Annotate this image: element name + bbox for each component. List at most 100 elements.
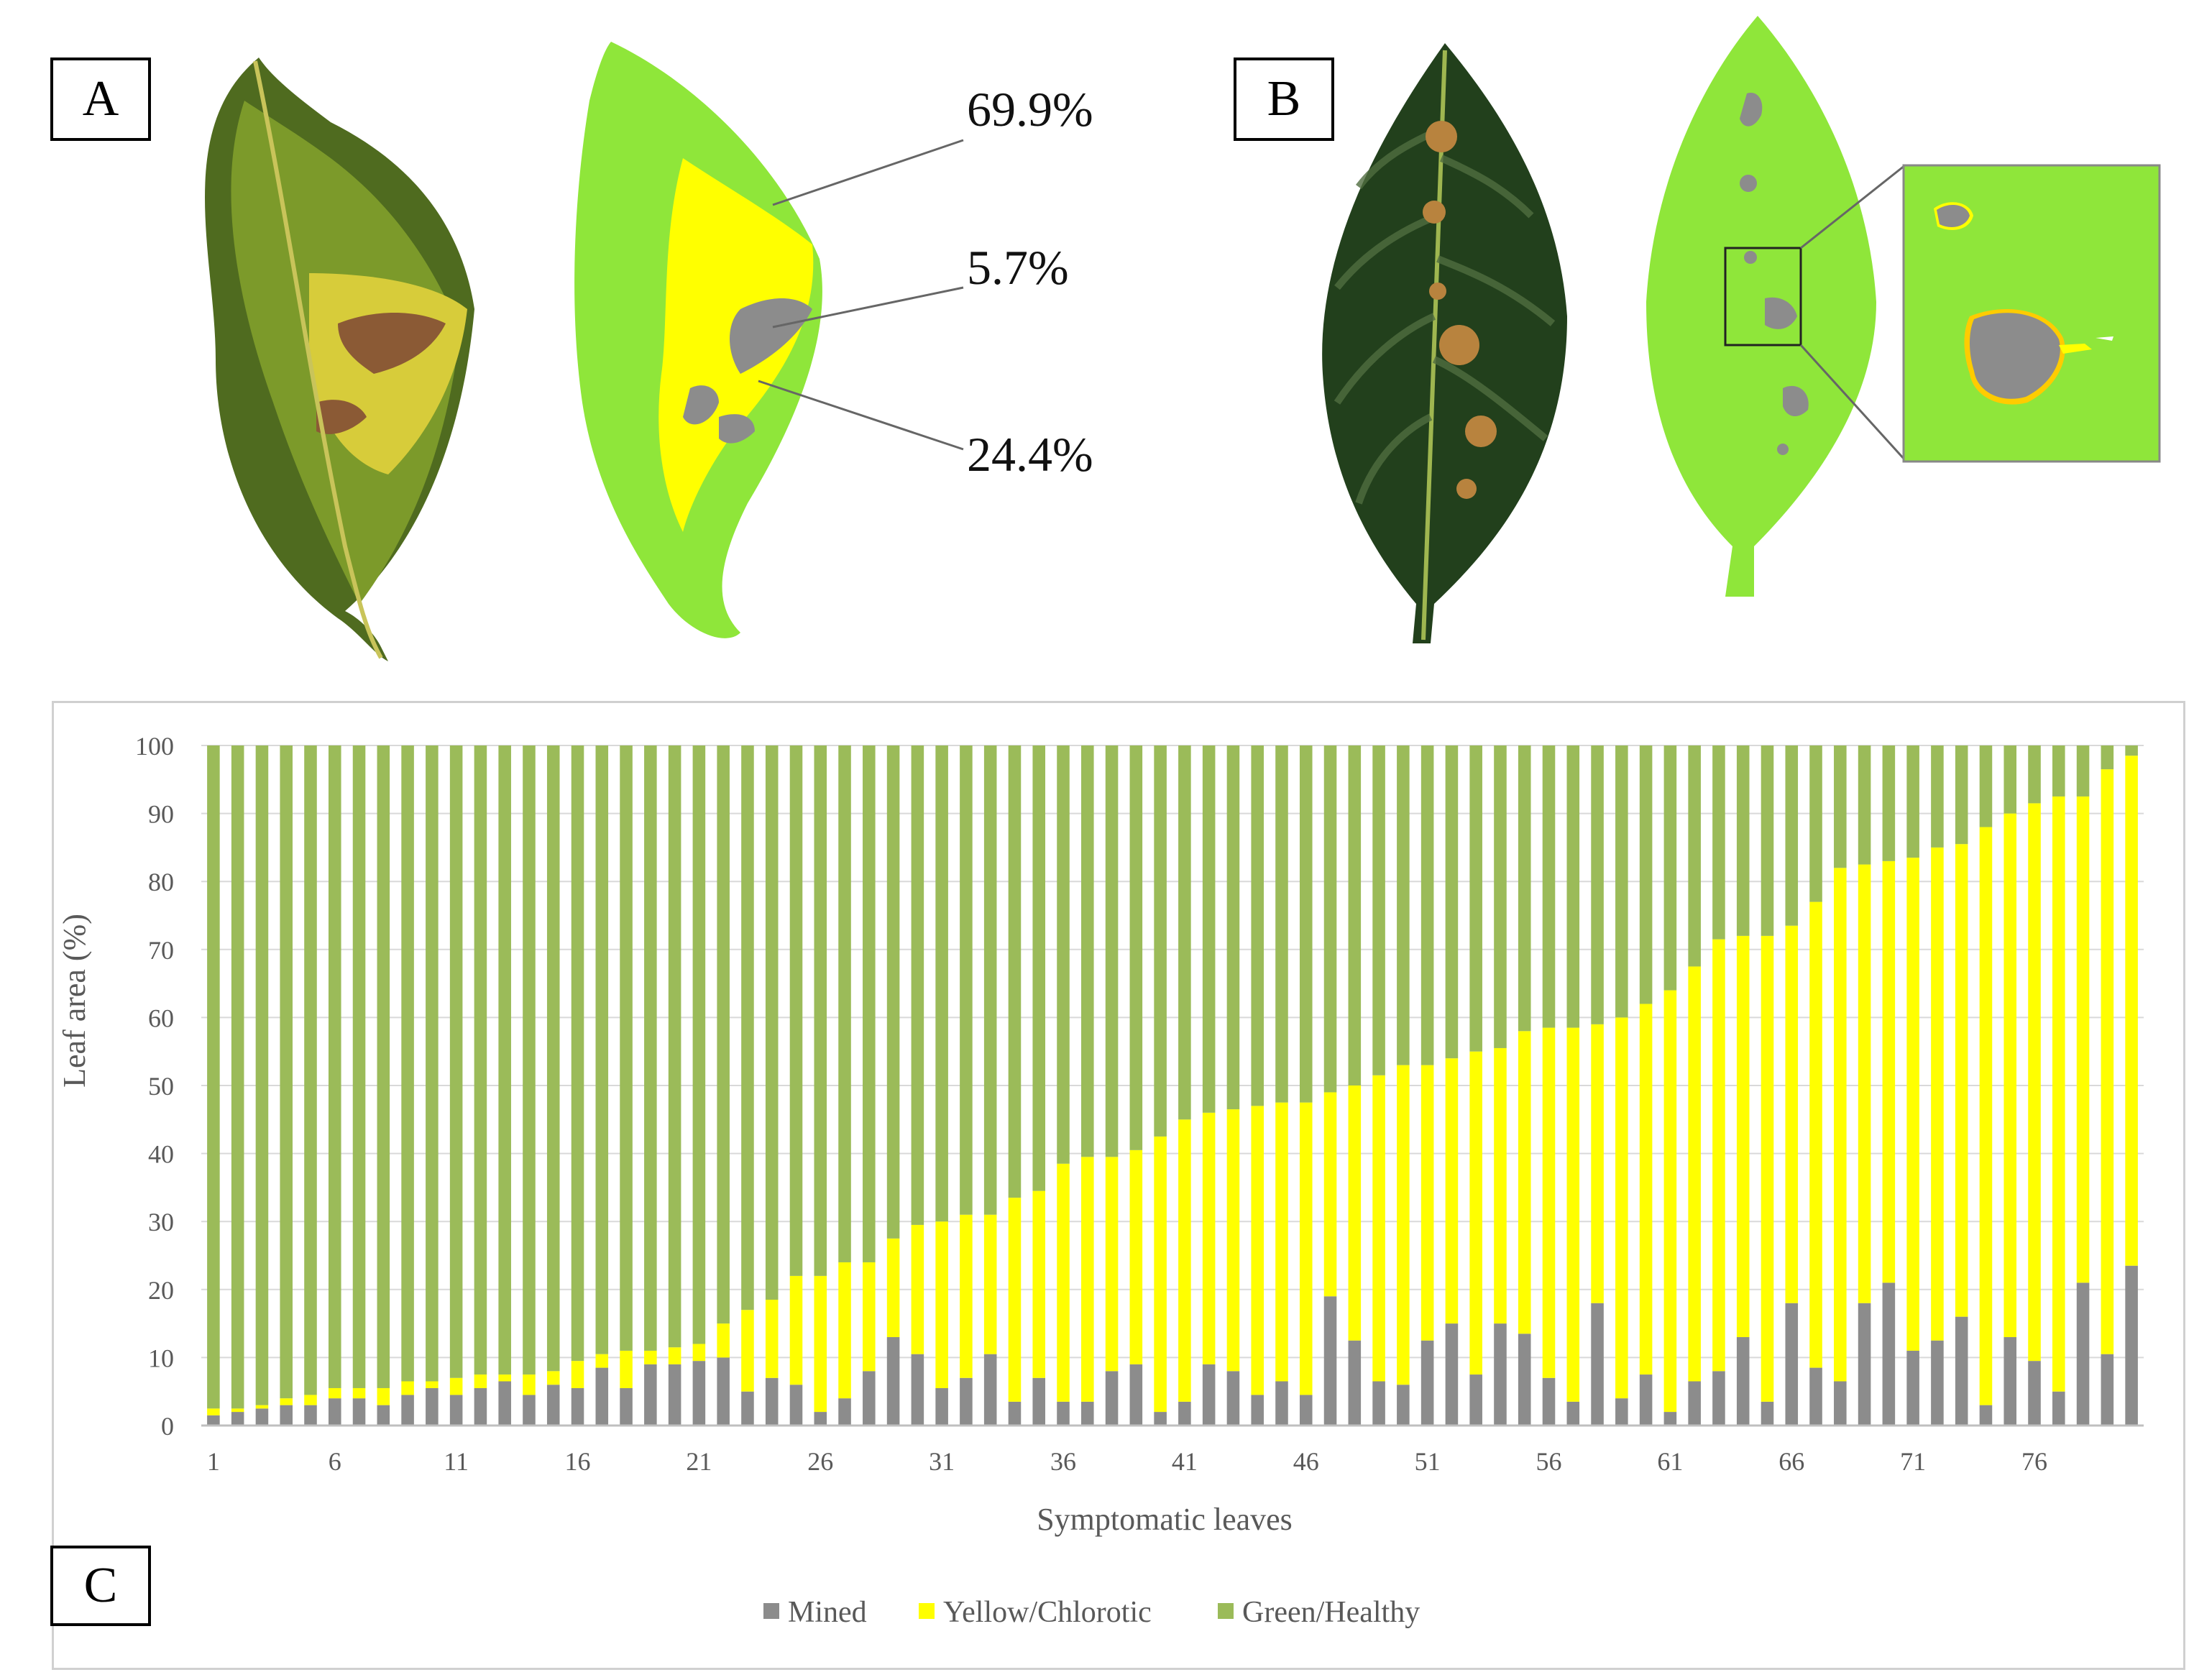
bar-mined-43	[1226, 1371, 1240, 1426]
bar-green-51	[1420, 745, 1434, 1065]
bar-green-73	[1955, 745, 1968, 845]
bar-green-60	[1639, 745, 1653, 1004]
bar-yellow-27	[838, 1262, 851, 1399]
bar-yellow-3	[255, 1405, 269, 1409]
bar-green-66	[1785, 745, 1799, 926]
bar-yellow-31	[935, 1221, 948, 1388]
bar-green-68	[1834, 745, 1847, 868]
bar-yellow-73	[1955, 844, 1968, 1317]
bar-mined-4	[280, 1405, 293, 1426]
bar-green-11	[449, 745, 463, 1378]
bar-green-5	[304, 745, 317, 1395]
bar-green-48	[1348, 745, 1362, 1085]
bar-green-58	[1591, 745, 1604, 1024]
bar-mined-73	[1955, 1316, 1968, 1426]
bar-green-45	[1275, 745, 1288, 1103]
bar-green-10	[426, 745, 439, 1382]
x-tick-label: 36	[1050, 1447, 1076, 1476]
bar-green-12	[474, 745, 487, 1375]
bar-mined-44	[1251, 1395, 1264, 1426]
bar-yellow-52	[1445, 1058, 1459, 1324]
bar-green-61	[1663, 745, 1677, 991]
bar-yellow-4	[280, 1398, 293, 1405]
bar-yellow-76	[2028, 803, 2041, 1362]
y-tick-label: 50	[148, 1072, 174, 1101]
bar-yellow-62	[1688, 966, 1701, 1382]
bar-mined-39	[1129, 1364, 1143, 1426]
bar-mined-30	[911, 1354, 924, 1426]
bar-green-56	[1542, 745, 1556, 1028]
y-tick-label: 90	[148, 800, 174, 829]
bar-yellow-48	[1348, 1085, 1362, 1341]
bar-yellow-20	[668, 1347, 681, 1364]
x-tick-label: 41	[1172, 1447, 1198, 1476]
bar-green-54	[1494, 745, 1507, 1048]
bar-yellow-7	[352, 1387, 366, 1399]
bar-mined-76	[2028, 1361, 2041, 1426]
bar-mined-13	[498, 1381, 511, 1426]
legend-label-green: Green/Healthy	[1242, 1596, 1420, 1629]
bar-green-37	[1081, 745, 1094, 1157]
bar-mined-40	[1154, 1412, 1167, 1426]
bar-mined-9	[401, 1395, 414, 1426]
x-tick-label: 51	[1415, 1447, 1441, 1476]
bar-yellow-77	[2052, 796, 2065, 1392]
bar-green-26	[814, 745, 827, 1276]
bar-mined-27	[838, 1398, 851, 1426]
bar-yellow-39	[1129, 1149, 1143, 1364]
bar-mined-54	[1494, 1323, 1507, 1426]
y-tick-label: 60	[148, 1004, 174, 1032]
bar-green-39	[1129, 745, 1143, 1150]
y-tick-label: 40	[148, 1140, 174, 1169]
bar-mined-10	[426, 1387, 439, 1426]
callout-line-mined	[772, 286, 964, 329]
bar-mined-71	[1906, 1350, 1919, 1426]
bar-mined-19	[644, 1364, 657, 1426]
bar-mined-72	[1931, 1340, 1944, 1426]
zoom-box	[1724, 247, 1802, 346]
bar-yellow-19	[644, 1350, 657, 1364]
x-tick-label: 21	[686, 1447, 712, 1476]
bar-green-21	[692, 745, 706, 1344]
bar-mined-74	[1979, 1405, 1993, 1426]
bar-mined-26	[814, 1412, 827, 1426]
x-tick-label: 1	[207, 1447, 220, 1476]
bar-mined-45	[1275, 1381, 1288, 1426]
bar-mined-50	[1397, 1385, 1410, 1426]
bar-mined-77	[2052, 1391, 2065, 1426]
bar-green-44	[1251, 745, 1264, 1106]
bar-green-13	[498, 745, 511, 1375]
chart-frame	[52, 701, 2185, 1670]
bar-mined-57	[1566, 1401, 1580, 1426]
bar-yellow-36	[1057, 1163, 1070, 1402]
bar-yellow-70	[1882, 860, 1896, 1283]
bar-mined-52	[1445, 1323, 1459, 1426]
bar-green-77	[2052, 745, 2065, 797]
bar-mined-51	[1420, 1340, 1434, 1426]
x-tick-label: 31	[929, 1447, 955, 1476]
bar-green-32	[960, 745, 973, 1215]
bar-mined-42	[1202, 1364, 1216, 1426]
x-tick-label: 71	[1900, 1447, 1926, 1476]
y-axis-title: Leaf area (%)	[57, 914, 92, 1088]
bar-green-30	[911, 745, 924, 1225]
x-tick-label: 56	[1536, 1447, 1562, 1476]
bar-mined-3	[255, 1408, 269, 1426]
bar-yellow-47	[1323, 1092, 1337, 1297]
bar-mined-32	[960, 1377, 973, 1426]
x-tick-label: 61	[1657, 1447, 1683, 1476]
bar-green-57	[1566, 745, 1580, 1028]
bar-mined-69	[1858, 1303, 1871, 1426]
bar-yellow-57	[1566, 1027, 1580, 1402]
bar-green-52	[1445, 745, 1459, 1059]
y-tick-label: 10	[148, 1344, 174, 1372]
bar-yellow-2	[231, 1408, 244, 1413]
x-tick-labels: 1 6 11 16 21 26 31 36 41 46 51 56 61 66 71 76	[207, 1447, 2047, 1476]
bar-green-55	[1518, 745, 1531, 1032]
x-tick-label: 6	[329, 1447, 341, 1476]
bar-green-9	[401, 745, 414, 1382]
x-axis-title: Symptomatic leaves	[1037, 1502, 1293, 1537]
bar-mined-62	[1688, 1381, 1701, 1426]
bar-mined-17	[595, 1367, 609, 1426]
bar-yellow-28	[863, 1262, 876, 1372]
